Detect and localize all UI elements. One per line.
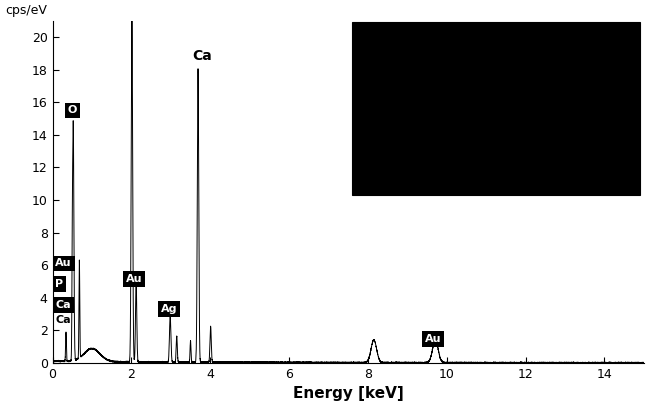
Text: O: O: [68, 106, 77, 116]
X-axis label: Energy [keV]: Energy [keV]: [293, 386, 403, 401]
Text: P: P: [55, 279, 64, 289]
Text: Ag: Ag: [161, 304, 177, 314]
Text: Ca: Ca: [55, 300, 71, 310]
Text: Au: Au: [125, 274, 142, 284]
Text: Au: Au: [425, 334, 442, 344]
Text: Au: Au: [55, 259, 72, 269]
Text: Ca: Ca: [55, 315, 71, 325]
Text: cps/eV: cps/eV: [5, 5, 47, 18]
Bar: [352, 22, 640, 195]
Text: Ca: Ca: [193, 49, 212, 63]
